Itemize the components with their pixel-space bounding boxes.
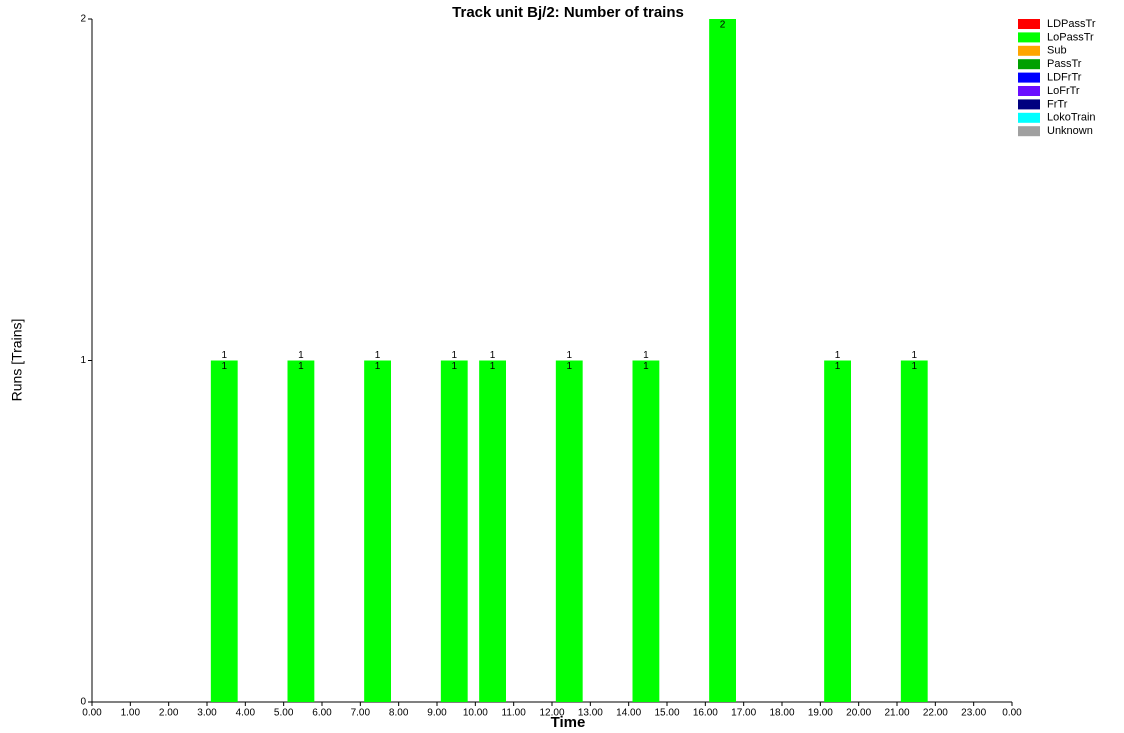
- bar-value-label: 1: [911, 361, 917, 372]
- x-tick-label: 11.00: [502, 708, 527, 719]
- x-tick-label: 1.00: [121, 708, 141, 719]
- bar-total-label: 1: [566, 350, 572, 361]
- x-tick-label: 10.00: [463, 708, 488, 719]
- legend-label: LoPassTr: [1047, 31, 1094, 43]
- legend-label: PassTr: [1047, 58, 1082, 70]
- bar-value-label: 1: [490, 361, 496, 372]
- bar: [555, 360, 583, 702]
- bar-total-label: 1: [911, 350, 917, 361]
- legend-label: Sub: [1047, 45, 1067, 57]
- y-axis-label: Runs [Trains]: [9, 319, 25, 402]
- bar-total-label: 1: [221, 350, 227, 361]
- x-tick-label: 14.00: [616, 708, 641, 719]
- legend-label: Unknown: [1047, 125, 1093, 137]
- x-tick-label: 7.00: [351, 708, 371, 719]
- legend-swatch: [1018, 45, 1040, 56]
- x-axis-label: Time: [551, 714, 586, 731]
- x-tick-label: 0.00: [82, 708, 102, 719]
- x-tick-label: 20.00: [846, 708, 871, 719]
- legend-swatch: [1018, 32, 1040, 43]
- legend-swatch: [1018, 99, 1040, 110]
- x-tick-label: 8.00: [389, 708, 409, 719]
- bar-value-label: 1: [298, 361, 304, 372]
- x-tick-label: 2.00: [159, 708, 179, 719]
- legend-label: LDFrTr: [1047, 72, 1082, 84]
- x-tick-label: 13.00: [578, 708, 603, 719]
- x-tick-label: 12.00: [539, 708, 564, 719]
- bar: [440, 360, 468, 702]
- legend-label: LokoTrain: [1047, 112, 1096, 124]
- x-tick-label: 5.00: [274, 708, 294, 719]
- bar-value-label: 1: [221, 361, 227, 372]
- bar: [364, 360, 391, 702]
- x-tick-label: 0.00: [1002, 708, 1022, 719]
- legend-swatch: [1018, 112, 1040, 123]
- bar-value-label: 1: [566, 361, 572, 372]
- legend-label: LoFrTr: [1047, 85, 1080, 97]
- bar-total-label: 1: [451, 350, 457, 361]
- x-tick-label: 18.00: [769, 708, 794, 719]
- x-tick-label: 6.00: [312, 708, 332, 719]
- legend-label: LDPassTr: [1047, 18, 1096, 30]
- bar: [479, 360, 506, 702]
- x-tick-label: 23.00: [961, 708, 986, 719]
- legend-label: FrTr: [1047, 98, 1068, 110]
- legend-swatch: [1018, 126, 1040, 137]
- bar-total-label: 1: [643, 350, 649, 361]
- bar-value-label: 1: [451, 361, 457, 372]
- bar-total-label: 1: [835, 350, 841, 361]
- bar-value-label: 1: [643, 361, 649, 372]
- x-tick-label: 9.00: [427, 708, 447, 719]
- bar: [287, 360, 315, 702]
- x-tick-label: 16.00: [693, 708, 718, 719]
- y-tick-label: 1: [80, 355, 86, 366]
- x-tick-label: 17.00: [731, 708, 756, 719]
- x-tick-label: 15.00: [654, 708, 679, 719]
- bar-value-label: 1: [835, 361, 841, 372]
- bar: [632, 360, 660, 702]
- chart-title: Track unit Bj/2: Number of trains: [452, 4, 684, 21]
- bar-value-label: 1: [375, 361, 381, 372]
- x-tick-label: 21.00: [884, 708, 909, 719]
- bar-total-label: 1: [490, 350, 496, 361]
- x-tick-label: 19.00: [808, 708, 833, 719]
- x-tick-label: 3.00: [197, 708, 217, 719]
- bar: [900, 360, 928, 702]
- legend-swatch: [1018, 86, 1040, 96]
- bar: [210, 360, 238, 702]
- y-tick-label: 2: [80, 14, 86, 25]
- x-tick-label: 4.00: [236, 708, 256, 719]
- bar: [824, 360, 851, 702]
- legend-swatch: [1018, 59, 1040, 70]
- x-tick-label: 22.00: [923, 708, 948, 719]
- legend-swatch: [1018, 72, 1040, 83]
- bar-total-label: 1: [375, 350, 381, 361]
- bar-total-label: 1: [298, 350, 304, 361]
- legend-swatch: [1018, 19, 1040, 29]
- y-tick-label: 0: [80, 697, 86, 708]
- bar: [709, 19, 736, 702]
- bar-value-label: 2: [720, 20, 726, 31]
